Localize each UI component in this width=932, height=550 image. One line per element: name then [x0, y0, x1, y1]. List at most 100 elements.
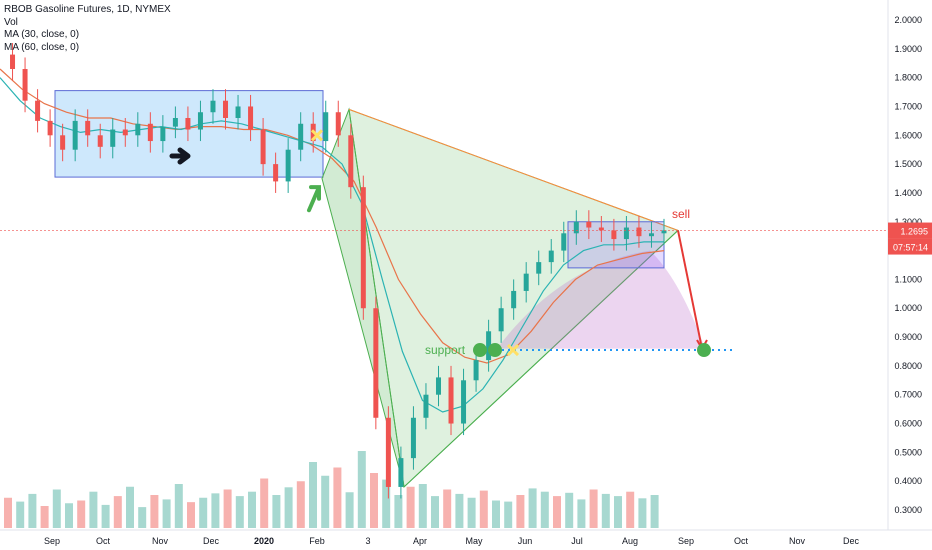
- volume-bar: [614, 496, 622, 528]
- trend-line-top: [348, 108, 679, 231]
- time-tick-label: Oct: [96, 536, 111, 546]
- time-tick-label: Jun: [518, 536, 533, 546]
- volume-bar: [272, 495, 281, 528]
- volume-bar: [40, 506, 49, 528]
- volume-bar: [333, 467, 342, 528]
- volume-bar: [52, 489, 61, 528]
- legend-ma60[interactable]: MA (60, close, 0): [4, 41, 80, 53]
- candle-body: [197, 112, 203, 130]
- legend-ma30[interactable]: MA (30, close, 0): [4, 29, 80, 40]
- price-tick-label: 2.0000: [894, 15, 922, 25]
- price-tick-label: 1.3000: [894, 217, 922, 227]
- candle-body: [648, 233, 654, 237]
- support-dot: [697, 343, 711, 358]
- volume-bar: [540, 491, 549, 528]
- volume-bar: [296, 481, 305, 528]
- candle-body: [110, 129, 116, 147]
- sell-label: sell: [672, 207, 690, 221]
- candle-body: [72, 120, 78, 150]
- time-tick-label: Oct: [734, 536, 749, 546]
- time-tick-label: Jul: [571, 536, 583, 546]
- price-tick-label: 1.9000: [894, 44, 922, 54]
- volume-bar: [187, 502, 195, 528]
- candle-body: [536, 262, 542, 274]
- candle-body: [661, 230, 667, 234]
- volume-bar: [345, 492, 354, 528]
- price-axis-panel: [888, 0, 932, 550]
- candle-body: [210, 100, 216, 113]
- price-tick-label: 0.6000: [894, 419, 922, 429]
- candle-body: [435, 377, 441, 395]
- candle-body: [22, 69, 28, 101]
- price-tick-label: 0.5000: [894, 447, 922, 457]
- candle-body: [10, 54, 16, 69]
- candle-body: [486, 331, 492, 361]
- candle-body: [135, 123, 141, 136]
- candle-body: [235, 106, 241, 118]
- price-tick-label: 0.8000: [894, 361, 922, 371]
- time-tick-label: 2020: [254, 536, 274, 546]
- volume-bar: [418, 484, 427, 528]
- candle-body: [285, 149, 291, 182]
- trend-line-bottom: [403, 230, 679, 488]
- time-tick-label: Nov: [152, 536, 169, 546]
- time-tick-label: Aug: [622, 536, 638, 546]
- volume-bar: [504, 501, 513, 528]
- support-dot: [488, 343, 502, 358]
- legend-title[interactable]: RBOB Gasoline Futures, 1D, NYMEX: [4, 4, 171, 15]
- volume-bar: [553, 496, 561, 528]
- volume-bar: [199, 497, 208, 528]
- candle-body: [260, 129, 266, 165]
- volume-bar: [284, 487, 293, 528]
- volume-bar: [382, 479, 391, 528]
- projection-zone: [497, 250, 705, 349]
- ma60-line: [0, 68, 665, 364]
- volume-bar: [492, 500, 500, 528]
- candle-body: [410, 417, 416, 459]
- candle-body: [611, 230, 617, 240]
- candle-body: [122, 129, 128, 136]
- price-tick-label: 1.5000: [894, 159, 922, 169]
- candle-body: [172, 118, 178, 127]
- volume-bar: [601, 493, 610, 528]
- volume-bar: [126, 486, 134, 528]
- volume-bar: [394, 495, 403, 528]
- time-tick-label: May: [465, 536, 483, 546]
- volume-bar: [4, 497, 12, 528]
- volume-bar: [589, 489, 598, 528]
- candle-body: [47, 120, 53, 136]
- arrow-right-icon: [169, 147, 191, 165]
- legend-vol[interactable]: Vol: [4, 16, 18, 28]
- volume-bar: [321, 475, 330, 528]
- candle-body: [323, 112, 329, 142]
- last-price-badge: [888, 222, 932, 239]
- price-tick-label: 0.9000: [894, 332, 922, 342]
- candle-body: [598, 227, 604, 231]
- volume-bar: [565, 492, 574, 528]
- price-tick-label: 1.0000: [894, 303, 922, 313]
- volume-bar: [211, 493, 220, 528]
- volume-bar: [28, 493, 37, 528]
- candle-body: [423, 394, 429, 418]
- price-tick-label: 0.4000: [894, 476, 922, 486]
- volume-bar: [577, 499, 586, 528]
- countdown-badge: [888, 238, 932, 255]
- candle-body: [448, 377, 454, 424]
- candle-body: [511, 290, 517, 309]
- time-tick-label: Sep: [44, 536, 60, 546]
- volume-bar: [528, 488, 537, 528]
- volume-bar: [77, 500, 86, 528]
- volume-bar: [113, 496, 122, 528]
- volume-bar: [309, 462, 317, 528]
- price-tick-label: 0.7000: [894, 390, 922, 400]
- candle-body: [85, 120, 91, 136]
- volume-bar: [370, 473, 378, 528]
- volume-bar: [162, 499, 171, 528]
- candle-body: [60, 135, 66, 150]
- candle-body: [35, 100, 41, 121]
- candle-body: [573, 221, 579, 234]
- support-label: support: [425, 343, 466, 357]
- volume-bar: [626, 491, 635, 528]
- candle-body: [473, 360, 479, 381]
